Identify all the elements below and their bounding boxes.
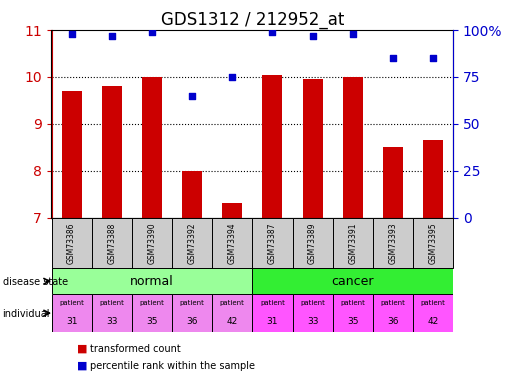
Text: patient: patient xyxy=(421,300,445,306)
Text: patient: patient xyxy=(381,300,405,306)
Text: GSM73391: GSM73391 xyxy=(348,222,357,264)
Text: normal: normal xyxy=(130,275,174,288)
FancyBboxPatch shape xyxy=(333,294,373,332)
Text: patient: patient xyxy=(99,300,124,306)
Text: GSM73393: GSM73393 xyxy=(388,222,398,264)
Bar xyxy=(222,203,242,217)
Text: percentile rank within the sample: percentile rank within the sample xyxy=(90,361,255,370)
FancyBboxPatch shape xyxy=(293,294,333,332)
FancyBboxPatch shape xyxy=(252,217,293,268)
Bar xyxy=(342,77,363,218)
Text: 36: 36 xyxy=(186,317,198,326)
Text: GSM73394: GSM73394 xyxy=(228,222,237,264)
FancyBboxPatch shape xyxy=(172,294,212,332)
Point xyxy=(429,55,437,61)
Text: 35: 35 xyxy=(347,317,358,326)
Point xyxy=(108,33,116,39)
FancyBboxPatch shape xyxy=(132,294,172,332)
FancyBboxPatch shape xyxy=(92,294,132,332)
FancyBboxPatch shape xyxy=(92,217,132,268)
Text: 42: 42 xyxy=(227,317,238,326)
Bar xyxy=(101,86,122,218)
Text: patient: patient xyxy=(300,300,325,306)
FancyBboxPatch shape xyxy=(293,217,333,268)
Text: 42: 42 xyxy=(427,317,439,326)
FancyBboxPatch shape xyxy=(172,217,212,268)
Bar xyxy=(383,147,403,218)
FancyBboxPatch shape xyxy=(333,217,373,268)
FancyBboxPatch shape xyxy=(373,217,413,268)
Text: GSM73389: GSM73389 xyxy=(308,222,317,264)
FancyBboxPatch shape xyxy=(52,294,92,332)
Point xyxy=(148,29,156,35)
FancyBboxPatch shape xyxy=(413,294,453,332)
Point xyxy=(228,74,236,80)
Bar xyxy=(142,77,162,218)
Bar xyxy=(182,171,202,217)
Bar xyxy=(302,79,322,218)
Title: GDS1312 / 212952_at: GDS1312 / 212952_at xyxy=(161,11,344,29)
Text: 36: 36 xyxy=(387,317,399,326)
Text: patient: patient xyxy=(140,300,164,306)
FancyBboxPatch shape xyxy=(52,268,252,294)
Text: GSM73387: GSM73387 xyxy=(268,222,277,264)
Bar xyxy=(262,75,282,217)
Text: 33: 33 xyxy=(307,317,318,326)
Text: 33: 33 xyxy=(106,317,117,326)
Text: individual: individual xyxy=(3,309,50,319)
FancyBboxPatch shape xyxy=(373,294,413,332)
Text: patient: patient xyxy=(180,300,204,306)
FancyBboxPatch shape xyxy=(132,217,172,268)
Text: patient: patient xyxy=(220,300,245,306)
Text: GSM73390: GSM73390 xyxy=(147,222,157,264)
Text: GSM73392: GSM73392 xyxy=(187,222,197,264)
Text: patient: patient xyxy=(260,300,285,306)
Bar xyxy=(423,140,443,218)
Point xyxy=(349,31,357,37)
FancyBboxPatch shape xyxy=(252,294,293,332)
Text: 35: 35 xyxy=(146,317,158,326)
Text: 31: 31 xyxy=(267,317,278,326)
FancyBboxPatch shape xyxy=(413,217,453,268)
Point xyxy=(308,33,317,39)
Text: patient: patient xyxy=(59,300,84,306)
Text: GSM73395: GSM73395 xyxy=(428,222,438,264)
FancyBboxPatch shape xyxy=(212,294,252,332)
Point xyxy=(389,55,397,61)
Text: cancer: cancer xyxy=(332,275,374,288)
FancyBboxPatch shape xyxy=(52,217,92,268)
Bar xyxy=(62,91,81,218)
Text: disease state: disease state xyxy=(3,277,67,287)
Point xyxy=(67,31,76,37)
Text: GSM73386: GSM73386 xyxy=(67,222,76,264)
Text: patient: patient xyxy=(340,300,365,306)
Text: 31: 31 xyxy=(66,317,77,326)
FancyBboxPatch shape xyxy=(212,217,252,268)
Text: ■: ■ xyxy=(77,344,88,354)
Point xyxy=(188,93,196,99)
Text: transformed count: transformed count xyxy=(90,344,181,354)
Text: GSM73388: GSM73388 xyxy=(107,222,116,264)
FancyBboxPatch shape xyxy=(252,268,453,294)
Text: ■: ■ xyxy=(77,361,88,370)
Point xyxy=(268,29,277,35)
